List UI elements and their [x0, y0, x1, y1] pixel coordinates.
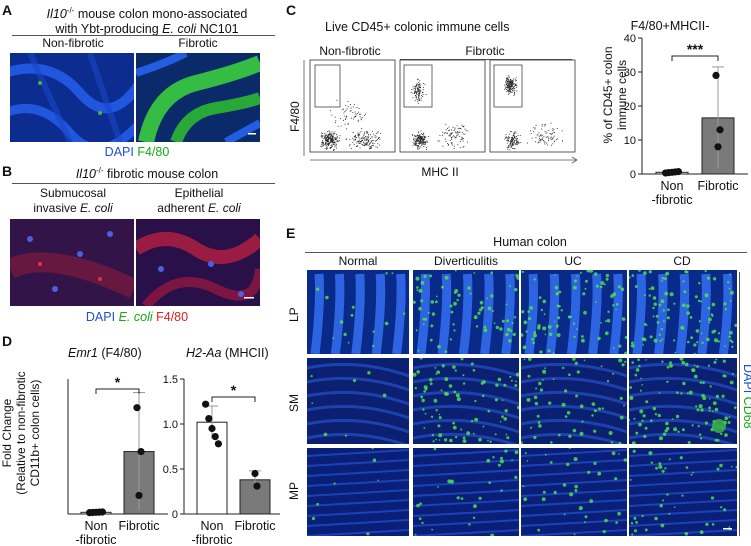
y-tick-label: 0 [172, 509, 178, 521]
panel-c-title: Live CD45+ colonic immune cells [325, 20, 510, 34]
flow-plot-frame [399, 59, 486, 153]
category-label: -fibrotic [76, 533, 117, 546]
y-tick-label: 30 [624, 67, 636, 79]
flow-gate [314, 64, 341, 108]
panel-d-letter: D [2, 333, 13, 349]
micrograph-e-diverticulitis-lp [413, 270, 519, 354]
panel-b-title: Il10-/- fibrotic mouse colon [75, 166, 219, 182]
y-tick-label: 0.5 [163, 464, 178, 476]
category-label: Fibrotic [235, 519, 276, 533]
significance-label: * [231, 382, 237, 398]
chart-c: 0 10 20 30 40 Non-fibrotic Fibrotic *** [624, 33, 748, 207]
micrograph-e-normal-mp [307, 448, 409, 536]
data-point [202, 400, 210, 408]
chart-d-ylabel: Fold Change (Relative to non-fibrotic CD11… [0, 371, 42, 495]
panel-e-row-mp: MP [287, 482, 301, 500]
data-point [253, 482, 261, 490]
flow-x-arrow [571, 156, 578, 164]
panel-e-col-cd: CD [673, 254, 691, 268]
data-point [137, 447, 145, 456]
flow-plot-frame [309, 59, 396, 153]
significance-bracket [211, 396, 256, 402]
panel-a-title: Il10-/- mouse colon mono-associated with… [46, 6, 248, 37]
data-point [674, 168, 682, 176]
panel-b-stain-legend: DAPI E. coli F4/80 [85, 310, 189, 324]
panel-e-row-lp: LP [287, 307, 301, 322]
panel-c-letter: C [286, 2, 297, 18]
micrograph-e-uc-lp [521, 270, 627, 354]
y-tick-label: 20 [624, 101, 636, 113]
category-label: Non [85, 519, 108, 533]
flow-plot-3 [489, 59, 576, 153]
micrograph-a-nonfibrotic [10, 53, 134, 142]
data-point [716, 126, 724, 134]
panel-e-col-diverticulitis: Diverticulitis [433, 254, 498, 268]
micrograph-e-normal-lp [307, 270, 409, 354]
category-label: Fibrotic [119, 519, 160, 533]
y-tick-label: 1.0 [163, 419, 178, 431]
micrograph-e-normal-sm [307, 358, 409, 444]
flow-plot-frame [489, 59, 576, 153]
category-label: Fibrotic [698, 179, 739, 193]
micrograph-e-cd-lp [629, 270, 737, 354]
flow-plot-1 [309, 59, 396, 153]
data-point [214, 440, 222, 448]
data-point [98, 508, 106, 516]
data-point [712, 71, 720, 79]
panel-b-group-epithelial: Epithelial adherent E. coli [157, 186, 241, 215]
data-point [133, 404, 141, 412]
panel-b-group-submucosal: Submucosal invasive E. coli [33, 186, 113, 215]
significance-label: * [115, 374, 121, 390]
panel-e-stain-legend: DAPI CD68 [741, 364, 751, 429]
data-point [714, 143, 722, 151]
data-point [251, 469, 259, 478]
panel-a-letter: A [2, 2, 13, 18]
panel-c-group-nonfibrotic: Non-fibrotic [319, 44, 381, 58]
chart-c-title: F4/80+MHCII- [630, 19, 710, 33]
category-label: -fibrotic [192, 533, 233, 546]
y-tick-label: 1.5 [163, 374, 178, 386]
panel-b-letter: B [2, 163, 13, 179]
category-label: Non [201, 519, 224, 533]
panel-a-group-fibrotic: Fibrotic [178, 36, 218, 50]
data-point [135, 491, 143, 500]
significance-label: *** [687, 41, 704, 57]
panel-e-title: Human colon [493, 235, 567, 249]
chart-d1-title: Emr1 (F4/80) [68, 346, 142, 360]
micrograph-e-cd-sm [629, 358, 737, 444]
panel-e-col-uc: UC [564, 254, 582, 268]
micrograph-e-uc-mp [521, 448, 627, 536]
data-point [211, 433, 219, 441]
micrograph-e-diverticulitis-sm [413, 358, 519, 444]
panel-a-group-nonfibrotic: Non-fibrotic [42, 36, 104, 50]
micrograph-a-fibrotic [136, 53, 260, 142]
micrograph-e-cd-mp [629, 448, 737, 536]
flow-gate [493, 64, 523, 108]
panel-c-group-fibrotic: Fibrotic [465, 44, 505, 58]
flow-gate [403, 64, 433, 108]
panel-e-col-normal: Normal [338, 254, 378, 268]
significance-bracket [95, 388, 140, 394]
panel-e-letter: E [286, 225, 296, 241]
flow-xlabel: MHC II [421, 165, 459, 179]
micrograph-b-epithelial [136, 219, 260, 306]
data-point [208, 424, 216, 433]
panel-a-stain-legend: DAPI F4/80 [104, 145, 170, 159]
y-tick-label: 0 [630, 169, 636, 181]
category-label: -fibrotic [652, 193, 693, 207]
y-tick-label: 40 [624, 33, 636, 45]
data-point [205, 415, 213, 423]
micrograph-e-diverticulitis-mp [413, 448, 519, 536]
y-tick-label: 10 [624, 135, 636, 147]
micrograph-b-submucosal [10, 219, 134, 306]
flow-plots [303, 59, 578, 164]
micrograph-e-uc-sm [521, 358, 627, 444]
panel-e-row-sm: SM [287, 394, 301, 412]
category-label: Non [661, 179, 684, 193]
significance-bracket [671, 55, 719, 61]
flow-plot-2 [399, 59, 486, 153]
chart-d2-title: H2-Aa (MHCII) [186, 346, 269, 360]
